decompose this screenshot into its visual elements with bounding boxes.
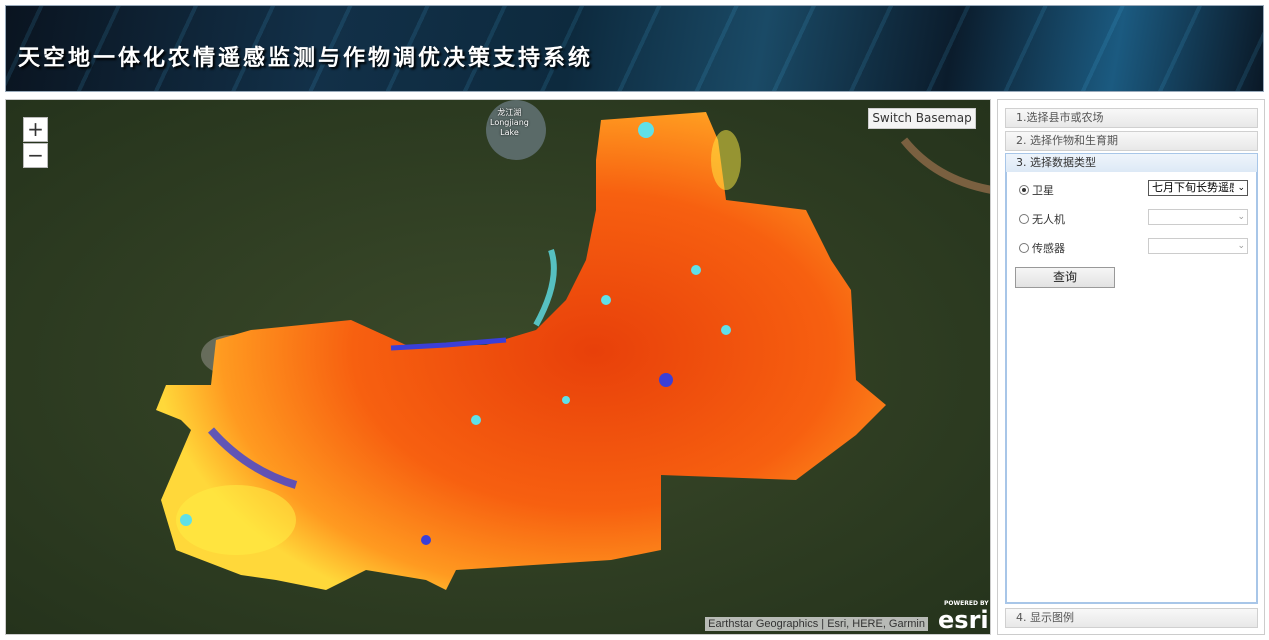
lake-label-en2: Lake xyxy=(500,128,519,137)
radio-label: 传感器 xyxy=(1032,242,1065,255)
radio-sensor[interactable]: 传感器 xyxy=(1019,240,1065,256)
query-button[interactable]: 查询 xyxy=(1015,267,1115,288)
app-title: 天空地一体化农情遥感监测与作物调优决策支持系统 xyxy=(18,45,594,71)
map-view[interactable]: + − 龙江湖 Longjiang Lake Switch Basemap Ea… xyxy=(5,99,991,635)
radio-satellite[interactable]: 卫星 xyxy=(1019,182,1054,198)
satellite-select[interactable]: 七月下旬长势遥感 ⌄ xyxy=(1148,180,1248,196)
radio-uav[interactable]: 无人机 xyxy=(1019,211,1065,227)
switch-basemap-button[interactable]: Switch Basemap xyxy=(868,108,976,129)
radio-label: 无人机 xyxy=(1032,213,1065,226)
lake-label-en: Longjiang xyxy=(490,118,529,127)
uav-select[interactable]: ⌄ xyxy=(1148,209,1248,225)
control-panel: 1.选择县市或农场 2. 选择作物和生育期 3. 选择数据类型 卫星 七月下旬长… xyxy=(997,99,1265,635)
radio-label: 卫星 xyxy=(1032,184,1054,197)
zoom-in-button[interactable]: + xyxy=(23,117,48,142)
river xyxy=(900,137,990,194)
chevron-down-icon: ⌄ xyxy=(1237,241,1245,251)
data-type-body: 卫星 七月下旬长势遥感 ⌄ 无人机 ⌄ 传感器 ⌄ 查询 xyxy=(1005,172,1258,604)
low-growth-spots xyxy=(176,122,741,555)
radio-icon[interactable] xyxy=(1019,243,1029,253)
sensor-select[interactable]: ⌄ xyxy=(1148,238,1248,254)
map-attribution: Earthstar Geographics | Esri, HERE, Garm… xyxy=(705,617,928,631)
section-select-data-type[interactable]: 3. 选择数据类型 xyxy=(1005,153,1258,173)
lake xyxy=(486,100,546,160)
logo-powered-text: POWERED BY xyxy=(944,600,989,607)
radio-icon[interactable] xyxy=(1019,214,1029,224)
chevron-down-icon: ⌄ xyxy=(1237,212,1245,222)
header-banner: 天空地一体化农情遥感监测与作物调优决策支持系统 xyxy=(5,5,1264,92)
chevron-down-icon: ⌄ xyxy=(1237,183,1245,193)
section-select-crop[interactable]: 2. 选择作物和生育期 xyxy=(1005,131,1258,151)
esri-logo[interactable]: POWERED BY esri xyxy=(938,600,989,632)
lake-label: 龙江湖 Longjiang Lake xyxy=(490,108,529,138)
banner-background xyxy=(6,6,1263,91)
section-show-legend[interactable]: 4. 显示图例 xyxy=(1005,608,1258,628)
select-value: 七月下旬长势遥感 xyxy=(1152,181,1234,194)
logo-text: esri xyxy=(938,606,989,634)
crop-growth-raster xyxy=(156,112,886,590)
section-select-county[interactable]: 1.选择县市或农场 xyxy=(1005,108,1258,128)
map-canvas xyxy=(6,100,990,634)
lake-label-cn: 龙江湖 xyxy=(497,108,522,117)
zoom-out-button[interactable]: − xyxy=(23,143,48,168)
radio-icon[interactable] xyxy=(1019,185,1029,195)
